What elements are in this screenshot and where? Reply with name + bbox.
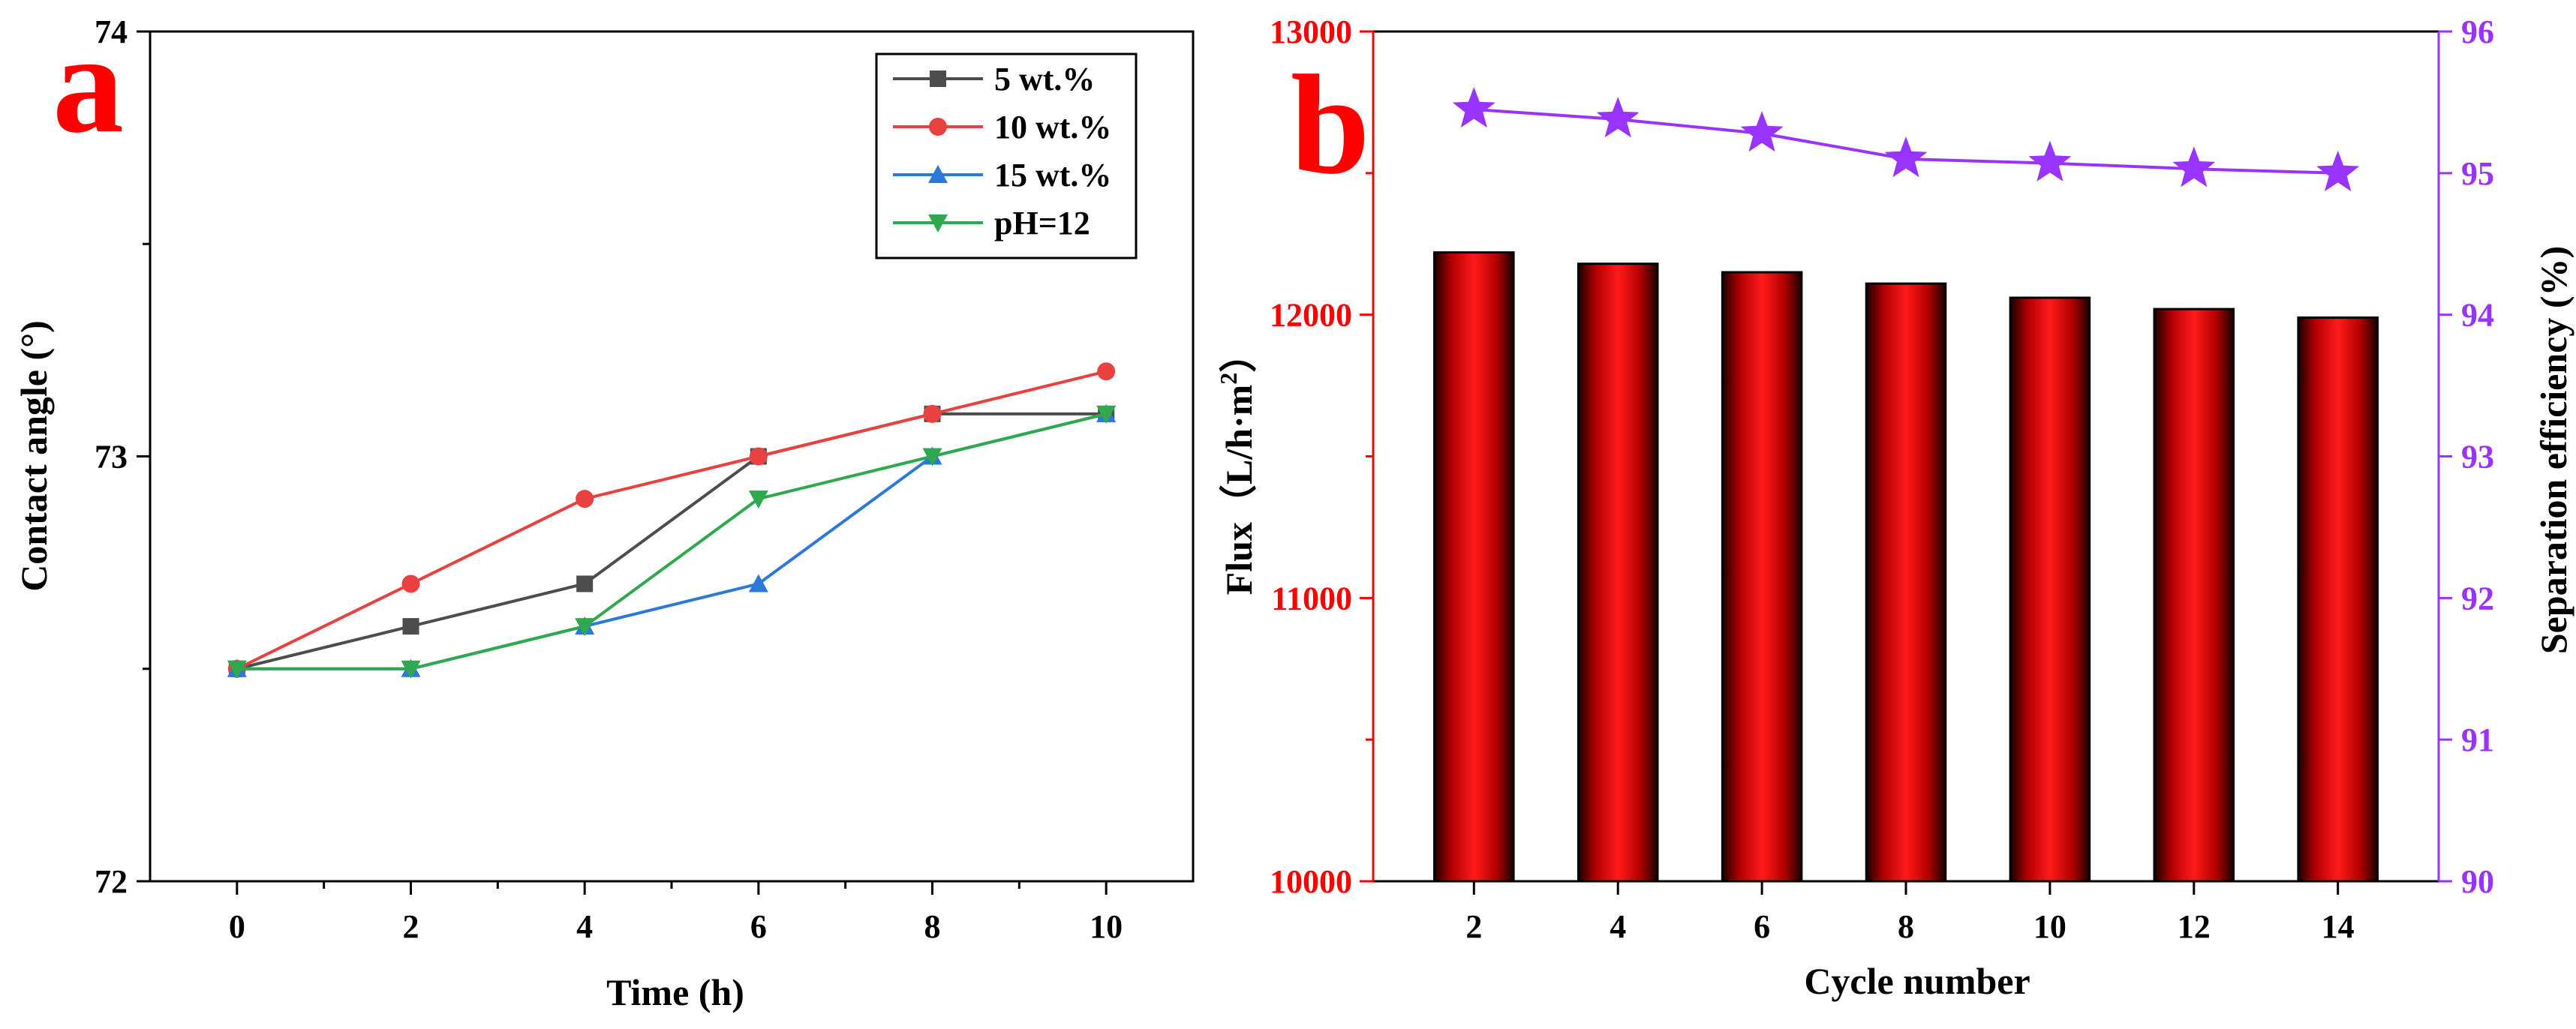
flux-bar [2297,316,2379,883]
legend-entry: 10 wt.% [893,109,1111,146]
x-tick-label: 4 [1610,908,1626,945]
legend-marker [930,70,946,87]
x-tick-label: 12 [2178,908,2211,945]
panel-b-letter: b [1291,46,1370,204]
legend-entry: 5 wt.% [893,61,1095,98]
data-point [1452,86,1495,128]
y-tick-label: 73 [95,439,128,476]
flux-bars [1433,251,2379,883]
legend-entry: 15 wt.% [893,157,1111,194]
legend-marker [929,118,947,136]
data-point [2172,146,2216,188]
panel-b-left-axis-title: Flux（L/h·m2） [1215,335,1260,596]
data-point [749,447,768,466]
data-point [748,490,768,509]
panel-a-axes: 0 2 4 6 8 10 72 73 74 [95,14,1195,945]
panel-b-right-axis-title: Separation efficiency (%) [2532,246,2574,654]
data-point [401,660,421,679]
flux-label-main: Flux [1218,522,1260,595]
legend-entry: pH=12 [893,205,1090,242]
data-point [401,574,420,593]
left-y-tick-label: 10000 [1270,863,1352,900]
x-tick-label: 2 [1465,908,1482,945]
legend-label: 15 wt.% [994,157,1111,194]
right-y-tick-label: 91 [2461,722,2494,758]
right-y-tick-label: 93 [2461,439,2494,476]
panel-a-data-marks [227,362,1117,679]
data-point [1740,111,1784,152]
panel-a-x-axis-title: Time (h) [606,971,744,1013]
data-point [923,404,942,423]
data-point [748,574,768,592]
left-y-tick-label: 12000 [1270,297,1352,334]
data-point [576,490,594,508]
data-point [1096,405,1117,424]
data-point [227,660,247,679]
legend-label: pH=12 [994,205,1090,242]
legend-label: 10 wt.% [994,109,1111,146]
legend-marker [928,214,948,232]
x-tick-label: 4 [576,908,593,945]
flux-bar [1865,282,1947,883]
series-5-wt- [228,405,1115,677]
x-tick-label: 6 [1754,908,1770,945]
flux-label-superscript: 2 [1215,373,1242,385]
legend-label: 5 wt.% [994,61,1095,98]
y-tick-label: 72 [95,863,128,900]
right-y-tick-label: 92 [2461,580,2494,616]
panel-a-y-axis-title: Contact angle (°) [13,320,55,592]
x-tick-label: 0 [229,908,245,945]
series-line [236,412,1107,670]
data-point [2316,150,2360,192]
right-y-tick-label: 94 [2461,297,2494,334]
data-point [1596,97,1640,138]
flux-label-unit: （L/h·m [1218,385,1260,522]
series-10-wt- [227,362,1116,678]
panel-a-legend: 5 wt.% 10 wt.% 15 wt.% pH=12 [875,52,1138,260]
x-tick-label: 8 [1898,908,1914,945]
data-point [922,448,942,466]
panel-a-contact-angle-chart: 0 2 4 6 8 10 72 73 74 a Time (h) Contact angle (… [13,5,1195,1013]
x-tick-label: 14 [2322,908,2355,945]
separation-efficiency-series [1452,86,2360,192]
panel-b-flux-efficiency-chart: 2 4 6 8 10 12 14 10000 11000 12000 13000 90 91 92 93 94… [1215,14,2574,1002]
panel-b-data-marks [1433,86,2379,883]
data-point [1097,362,1116,381]
flux-bar [1577,262,1659,883]
series-line [236,412,1107,670]
flux-label-end: ） [1218,335,1260,373]
flux-bar [2009,296,2091,883]
panel-a-letter: a [53,5,124,163]
x-tick-label: 6 [750,908,767,945]
right-y-tick-label: 96 [2461,14,2494,50]
series-line [236,412,1107,670]
right-y-tick-label: 90 [2461,863,2494,900]
x-tick-label: 2 [403,908,419,945]
data-point [575,618,595,637]
legend-marker [928,165,948,183]
left-y-tick-label: 13000 [1270,14,1352,50]
y-tick-label: 74 [95,14,128,50]
right-y-tick-label: 95 [2461,155,2494,192]
panel-b-axes: 2 4 6 8 10 12 14 10000 11000 12000 13000 90 91 92 93 94… [1270,14,2494,945]
series-ph-12 [227,405,1117,679]
flux-bar [2153,308,2235,883]
data-point [1884,136,1928,178]
data-point [576,575,594,592]
x-tick-label: 8 [924,908,941,945]
flux-bar [1721,271,1803,883]
series-line [236,370,1107,670]
left-y-tick-label: 11000 [1271,580,1352,616]
panel-b-x-axis-title: Cycle number [1804,960,2030,1002]
x-tick-label: 10 [2033,908,2067,945]
data-point [2028,140,2072,182]
x-tick-label: 10 [1090,908,1123,945]
data-point [402,618,419,635]
flux-bar [1433,251,1515,883]
